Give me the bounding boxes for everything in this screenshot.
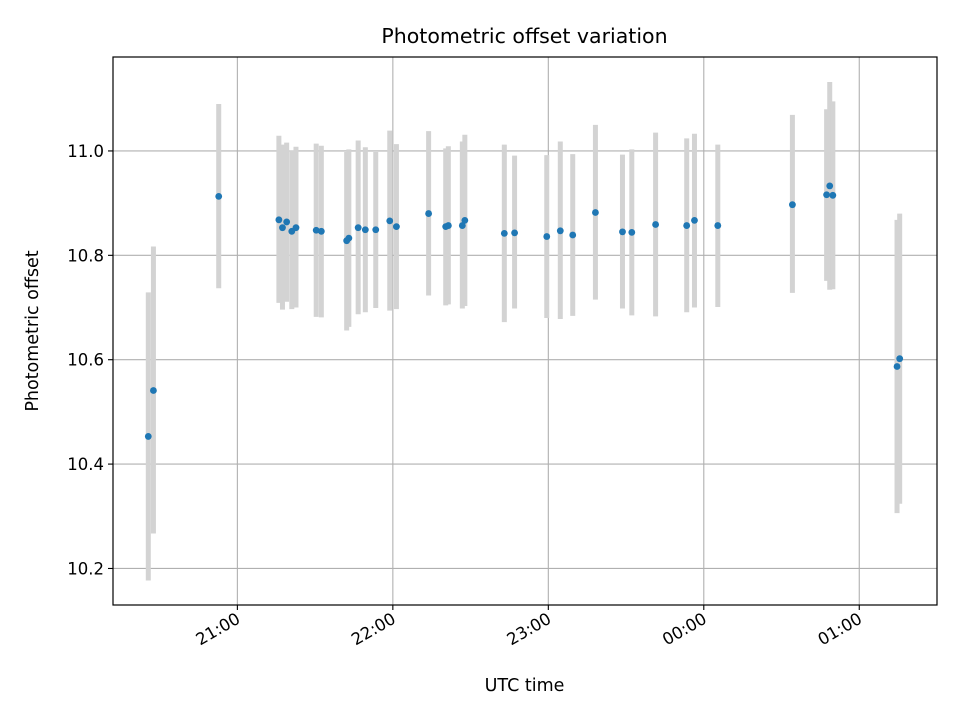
data-point [444,222,452,229]
y-axis-ticks: 10.2 10.4 10.6 10.8 11.0 [67,142,113,578]
data-point [425,210,433,217]
data-point [826,182,834,190]
data-point [150,387,157,394]
data-point [823,191,831,199]
data-point [386,217,394,225]
data-point [569,231,577,239]
data-point [789,201,796,209]
y-tick-label: 10.6 [67,351,104,370]
x-axis-label: UTC time [485,676,565,696]
data-point [372,226,380,234]
data-point [317,227,325,235]
data-point [215,192,223,200]
chart-title: Photometric offset variation [381,24,667,48]
y-tick-label: 11.0 [67,142,104,161]
data-point [628,228,636,236]
data-points [144,182,904,440]
data-point [511,229,518,237]
data-point [691,216,698,224]
data-point [354,224,362,232]
data-point [461,216,469,224]
data-point [829,191,837,199]
data-point [893,363,901,370]
data-point [556,227,564,235]
data-point [279,224,286,232]
grid-lines [113,57,937,605]
data-point [275,216,283,224]
data-point [292,224,300,232]
data-point [683,222,691,229]
data-point [500,230,508,237]
y-tick-label: 10.2 [67,559,104,578]
data-point [312,226,320,234]
data-point [144,433,152,440]
data-point [393,223,400,231]
data-point [361,226,369,234]
data-point [896,355,904,363]
data-point [652,221,659,228]
data-point [592,209,599,216]
data-point [714,222,722,229]
data-point [543,233,551,240]
y-tick-label: 10.4 [67,455,104,474]
y-tick-label: 10.8 [67,246,104,265]
data-point [458,222,466,229]
plot-area-frame [112,56,938,606]
y-axis-label: Photometric offset [23,250,43,411]
data-point [283,218,291,226]
data-point [345,234,353,242]
data-point [619,228,626,236]
